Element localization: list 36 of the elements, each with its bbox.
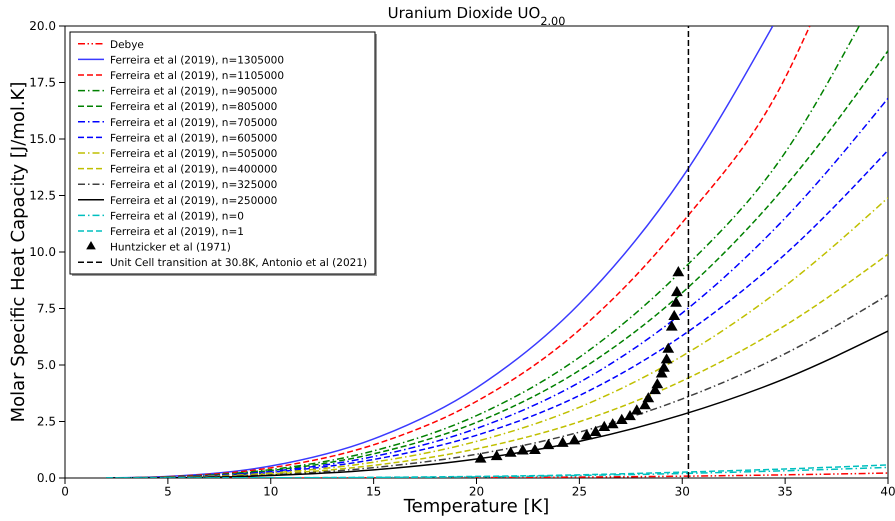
- x-tick-label: 40: [880, 484, 895, 499]
- y-tick-label: 7.5: [36, 301, 56, 316]
- x-tick-label: 5: [164, 484, 172, 499]
- legend-label: Ferreira et al (2019), n=705000: [110, 116, 278, 129]
- legend-label: Ferreira et al (2019), n=0: [110, 210, 244, 222]
- legend-label: Ferreira et al (2019), n=1305000: [110, 54, 284, 66]
- y-tick-label: 20.0: [29, 18, 56, 33]
- legend-label: Huntzicker et al (1971): [110, 242, 231, 254]
- x-tick-label: 15: [366, 484, 382, 499]
- y-axis-title: Molar Specific Heat Capacity [J/mol.K]: [8, 82, 29, 422]
- y-tick-label: 0.0: [36, 470, 56, 485]
- y-tick-label: 17.5: [29, 75, 56, 90]
- legend-label: Ferreira et al (2019), n=400000: [110, 164, 278, 176]
- legend-label: Unit Cell transition at 30.8K, Antonio et al (2021): [110, 257, 368, 270]
- x-tick-label: 25: [572, 484, 588, 499]
- y-tick-label: 12.5: [29, 188, 56, 202]
- x-tick-label: 10: [263, 484, 278, 499]
- legend-label: Ferreira et al (2019), n=805000: [110, 101, 278, 114]
- legend-label: Ferreira et al (2019), n=905000: [110, 86, 278, 98]
- x-tick-label: 35: [777, 484, 793, 499]
- y-tick-label: 5.0: [36, 358, 56, 372]
- legend-label: Ferreira et al (2019), n=250000: [110, 194, 278, 207]
- legend-label: Ferreira et al (2019), n=1: [110, 226, 244, 238]
- legend-label: Ferreira et al (2019), n=325000: [110, 179, 278, 192]
- y-tick-label: 15.0: [29, 132, 56, 146]
- legend-label: Ferreira et al (2019), n=1105000: [110, 70, 284, 82]
- legend-label: Debye: [110, 38, 144, 51]
- chart-title: Uranium Dioxide UO$_{2.00}$: [388, 4, 566, 28]
- y-tick-label: 2.5: [36, 414, 56, 428]
- x-tick-label: 30: [674, 484, 690, 499]
- x-axis-title: Temperature [K]: [402, 496, 550, 517]
- x-tick-label: 0: [61, 484, 69, 499]
- legend-label: Ferreira et al (2019), n=605000: [110, 132, 278, 144]
- y-tick-label: 10.0: [29, 244, 56, 259]
- x-tick-label: 20: [468, 484, 484, 499]
- legend-label: Ferreira et al (2019), n=505000: [110, 148, 278, 160]
